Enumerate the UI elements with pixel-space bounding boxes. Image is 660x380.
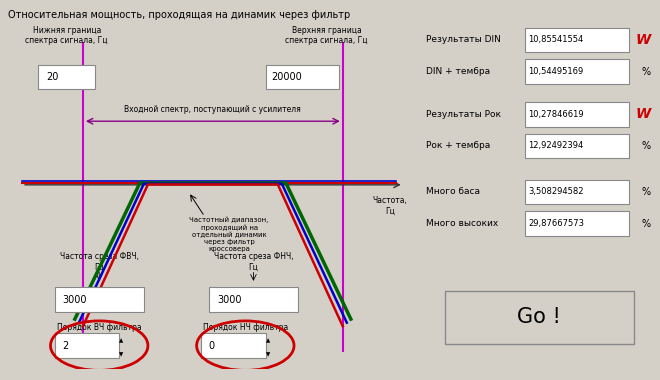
Text: 2: 2: [63, 340, 69, 351]
Text: ▼: ▼: [119, 352, 123, 357]
FancyBboxPatch shape: [265, 65, 339, 89]
Text: DIN + тембра: DIN + тембра: [426, 67, 490, 76]
Text: %: %: [641, 187, 650, 197]
Text: 10,54495169: 10,54495169: [529, 67, 584, 76]
FancyBboxPatch shape: [525, 102, 629, 127]
Text: 3000: 3000: [63, 294, 87, 305]
Text: %: %: [641, 67, 650, 77]
Text: ▼: ▼: [265, 352, 270, 357]
Text: Частота среза ФНЧ,
Гц: Частота среза ФНЧ, Гц: [214, 252, 293, 271]
Text: W: W: [635, 33, 650, 47]
FancyBboxPatch shape: [525, 28, 629, 52]
Text: Go !: Go !: [517, 307, 561, 327]
FancyBboxPatch shape: [525, 134, 629, 158]
Text: Результаты Рок: Результаты Рок: [426, 110, 501, 119]
Text: 29,87667573: 29,87667573: [529, 219, 585, 228]
Text: 3000: 3000: [217, 294, 242, 305]
Text: W: W: [635, 107, 650, 121]
Text: Много баса: Много баса: [426, 187, 480, 196]
Text: %: %: [641, 219, 650, 229]
FancyBboxPatch shape: [38, 65, 95, 89]
Text: Входной спектр, поступающий с усилителя: Входной спектр, поступающий с усилителя: [125, 105, 301, 114]
Text: %: %: [641, 141, 650, 151]
FancyBboxPatch shape: [525, 59, 629, 84]
Text: Результаты DIN: Результаты DIN: [426, 35, 501, 44]
Text: Много высоких: Много высоких: [426, 219, 498, 228]
FancyBboxPatch shape: [201, 333, 265, 358]
Text: 10,27846619: 10,27846619: [529, 110, 584, 119]
FancyBboxPatch shape: [445, 291, 634, 344]
Text: Частотный диапазон,
проходящий на
отдельный динамик
через фильтр
кроссовера: Частотный диапазон, проходящий на отдель…: [189, 217, 269, 252]
Text: Порядок НЧ фильтра: Порядок НЧ фильтра: [203, 323, 288, 332]
FancyBboxPatch shape: [525, 211, 629, 236]
FancyBboxPatch shape: [55, 287, 144, 312]
FancyBboxPatch shape: [525, 179, 629, 204]
FancyBboxPatch shape: [55, 333, 119, 358]
Text: 12,92492394: 12,92492394: [529, 141, 584, 150]
Text: Относительная мощность, проходящая на динамик через фильтр: Относительная мощность, проходящая на ди…: [8, 10, 350, 19]
Text: ▲: ▲: [265, 338, 270, 343]
Text: Частота среза ФВЧ,
Гц: Частота среза ФВЧ, Гц: [59, 252, 139, 271]
Text: 20000: 20000: [272, 72, 302, 82]
FancyBboxPatch shape: [209, 287, 298, 312]
Text: Верхняя граница
спектра сигнала, Гц: Верхняя граница спектра сигнала, Гц: [285, 26, 368, 45]
Text: 3,508294582: 3,508294582: [529, 187, 584, 196]
Text: 10,85541554: 10,85541554: [529, 35, 584, 44]
Text: Частота,
Гц: Частота, Гц: [373, 196, 408, 216]
Text: 0: 0: [209, 340, 215, 351]
Text: Порядок ВЧ фильтра: Порядок ВЧ фильтра: [57, 323, 141, 332]
Text: ▲: ▲: [119, 338, 123, 343]
Text: 20: 20: [46, 72, 59, 82]
Text: Нижняя граница
спектра сигнала, Гц: Нижняя граница спектра сигнала, Гц: [26, 26, 108, 45]
Text: Рок + тембра: Рок + тембра: [426, 141, 490, 150]
